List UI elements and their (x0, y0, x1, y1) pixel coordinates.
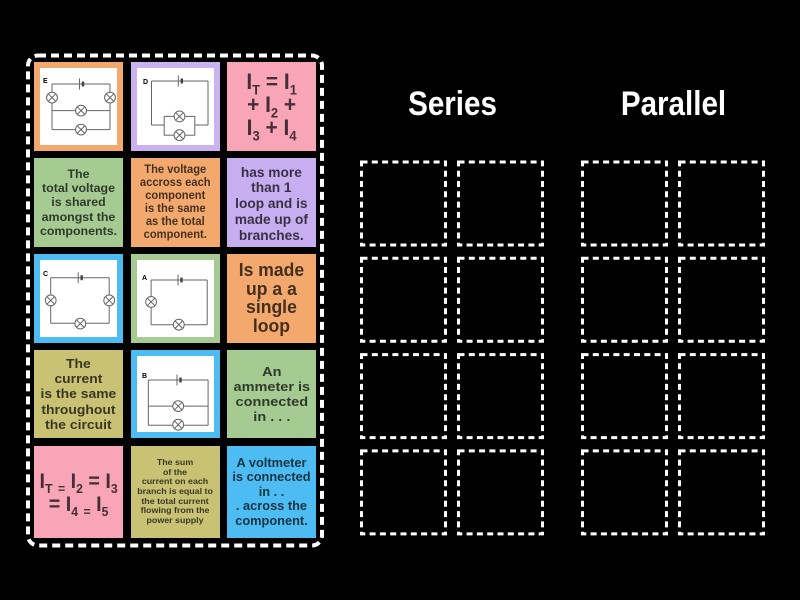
svg-text:B: B (142, 373, 147, 380)
svg-text:A: A (142, 275, 147, 282)
svg-text:C: C (43, 271, 48, 278)
svg-text:D: D (143, 79, 148, 86)
svg-text:E: E (43, 78, 48, 85)
